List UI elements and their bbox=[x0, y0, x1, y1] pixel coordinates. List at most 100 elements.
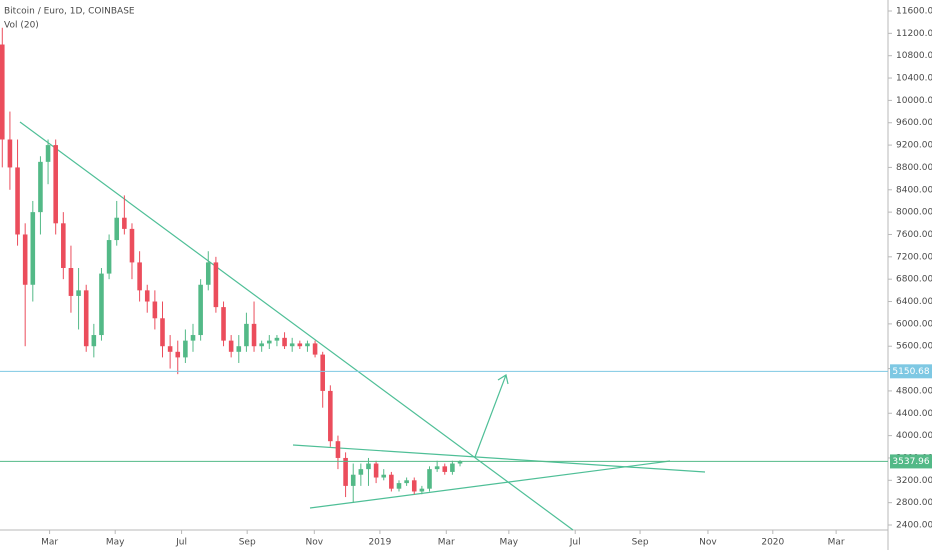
candle-body bbox=[190, 335, 196, 341]
y-tick-label: 9200.00 bbox=[896, 141, 932, 151]
y-tick-label: 4000.00 bbox=[896, 431, 932, 441]
candle-body bbox=[244, 323, 249, 347]
x-tick-label: May bbox=[500, 538, 519, 548]
trend-line bbox=[292, 444, 706, 473]
x-tick-label: Nov bbox=[699, 538, 717, 548]
candle-body bbox=[343, 457, 348, 486]
candle-body bbox=[228, 340, 234, 352]
candle-body bbox=[366, 463, 371, 470]
trend-line bbox=[19, 121, 574, 531]
y-tick-label: 10800.00 bbox=[896, 51, 932, 61]
candle-body bbox=[0, 44, 5, 140]
candle-body bbox=[198, 284, 203, 336]
candle-body bbox=[335, 441, 341, 458]
candle-body bbox=[106, 240, 112, 274]
candle-body bbox=[183, 340, 188, 358]
candle-body bbox=[297, 343, 303, 347]
candle-body bbox=[282, 337, 287, 347]
indicator-label: Vol (20) bbox=[4, 21, 39, 31]
drawings bbox=[19, 121, 706, 531]
candle-body bbox=[15, 167, 20, 235]
trend-line bbox=[309, 460, 671, 509]
candle-body bbox=[236, 346, 242, 352]
y-tick-label: 7200.00 bbox=[896, 252, 932, 262]
candle-body bbox=[53, 145, 58, 224]
arrow-head bbox=[497, 374, 509, 385]
x-tick-label: Nov bbox=[306, 538, 324, 548]
y-tick-label: 7600.00 bbox=[896, 230, 932, 240]
candle-body bbox=[404, 480, 409, 484]
candle-body bbox=[22, 234, 28, 285]
x-tick-label: Sep bbox=[632, 538, 649, 548]
candle-body bbox=[167, 346, 173, 352]
candle-body bbox=[381, 474, 387, 478]
candle-body bbox=[274, 337, 280, 341]
candle-body bbox=[328, 390, 333, 442]
candle-body bbox=[251, 323, 257, 347]
x-tick-label: 2020 bbox=[761, 538, 784, 548]
candle-body bbox=[129, 228, 135, 263]
candle-body bbox=[99, 273, 104, 336]
y-tick-label: 2400.00 bbox=[896, 521, 932, 531]
y-tick-label: 9600.00 bbox=[896, 118, 932, 128]
candle-body bbox=[213, 262, 219, 308]
y-tick-label: 2800.00 bbox=[896, 498, 932, 508]
price-label: 5150.68 bbox=[892, 367, 929, 377]
price-label-box bbox=[890, 364, 932, 379]
candle-body bbox=[221, 307, 226, 341]
candle-body bbox=[419, 488, 425, 492]
price-label: 3537.96 bbox=[892, 457, 929, 467]
candle-body bbox=[38, 161, 43, 213]
x-tick-label: Jul bbox=[569, 538, 581, 548]
x-tick-label: May bbox=[106, 538, 125, 548]
candle-body bbox=[175, 351, 181, 358]
arrow-line bbox=[474, 374, 507, 458]
x-tick-label: Mar bbox=[828, 538, 845, 548]
x-tick-label: 2019 bbox=[368, 538, 391, 548]
x-tick-label: Mar bbox=[41, 538, 58, 548]
candle-body bbox=[450, 463, 455, 472]
candle-body bbox=[68, 268, 74, 296]
x-tick-label: Jul bbox=[175, 538, 187, 548]
candle-body bbox=[434, 466, 440, 470]
y-tick-label: 8800.00 bbox=[896, 163, 932, 173]
candle-body bbox=[396, 483, 402, 489]
y-tick-label: 8000.00 bbox=[896, 208, 932, 218]
candle-body bbox=[373, 463, 379, 478]
candle-body bbox=[259, 343, 264, 347]
y-tick-label: 10400.00 bbox=[896, 74, 932, 84]
y-tick-label: 10000.00 bbox=[896, 96, 932, 106]
y-tick-label: 6400.00 bbox=[896, 297, 932, 307]
candle-body bbox=[83, 290, 89, 347]
candle-body bbox=[122, 217, 127, 229]
x-tick-label: Sep bbox=[239, 538, 256, 548]
candle-body bbox=[114, 217, 120, 241]
y-tick-label: 4400.00 bbox=[896, 409, 932, 419]
y-tick-label: 5600.00 bbox=[896, 342, 932, 352]
price-label-box bbox=[890, 454, 932, 469]
candle-body bbox=[350, 474, 356, 486]
chart-title: Bitcoin / Euro, 1D, COINBASE bbox=[4, 7, 135, 17]
candle-body bbox=[427, 469, 432, 489]
y-tick-label: 11200.00 bbox=[896, 29, 932, 39]
candle-body bbox=[305, 343, 310, 347]
candle-body bbox=[267, 340, 272, 344]
candle-body bbox=[152, 301, 158, 319]
candle-body bbox=[457, 461, 463, 464]
candle-body bbox=[91, 335, 97, 347]
y-tick-label: 8400.00 bbox=[896, 185, 932, 195]
candle-body bbox=[160, 318, 165, 347]
candle-body bbox=[411, 480, 417, 492]
candle-body bbox=[45, 145, 51, 162]
y-tick-label: 4800.00 bbox=[896, 386, 932, 396]
y-tick-label: 6800.00 bbox=[896, 275, 932, 285]
candle-body bbox=[30, 212, 36, 285]
y-tick-label: 3200.00 bbox=[896, 476, 932, 486]
candle-body bbox=[289, 343, 295, 347]
candle-body bbox=[76, 290, 81, 296]
candle-body bbox=[358, 469, 364, 475]
x-tick-label: Mar bbox=[438, 538, 455, 548]
candle-body bbox=[144, 290, 150, 302]
candle-body bbox=[320, 354, 325, 391]
